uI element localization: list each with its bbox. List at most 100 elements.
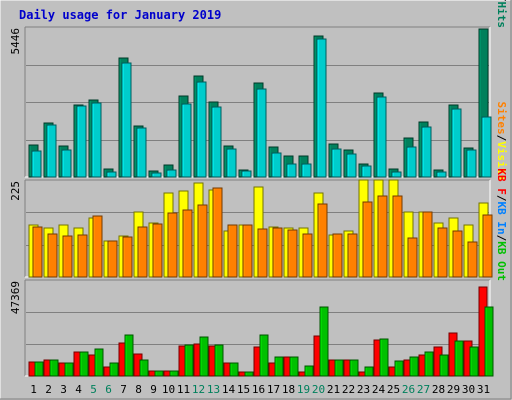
- bar-sites-day-8: [137, 226, 148, 278]
- day-label-24: 24: [372, 383, 386, 396]
- bar-sites-day-20: [317, 203, 328, 278]
- bar-pages-day-1: [31, 150, 42, 178]
- day-label-2: 2: [45, 383, 52, 396]
- bar-sites-day-13: [212, 187, 223, 278]
- bar-pages-day-20: [316, 38, 327, 178]
- bar-kb-out-day-24: [379, 338, 389, 377]
- day-label-1: 1: [30, 383, 37, 396]
- bar-kb-out-day-26: [409, 356, 419, 377]
- bar-pages-day-22: [346, 153, 357, 178]
- bar-kb-out-day-22: [349, 359, 359, 377]
- day-label-8: 8: [135, 383, 142, 396]
- bar-sites-day-21: [332, 233, 343, 278]
- bar-pages-day-3: [61, 149, 72, 178]
- legend-entry: /: [495, 135, 508, 142]
- bar-pages-day-8: [136, 127, 147, 178]
- day-label-21: 21: [327, 383, 340, 396]
- bar-pages-day-4: [76, 105, 87, 178]
- bar-sites-day-19: [302, 233, 313, 278]
- bar-pages-day-2: [46, 124, 57, 178]
- bar-pages-day-24: [376, 96, 387, 178]
- legend-entry: Hits: [495, 2, 508, 29]
- bar-pages-day-26: [406, 146, 417, 178]
- bar-kb-out-day-5: [94, 348, 104, 377]
- bar-kb-out-day-12: [199, 336, 209, 377]
- chart-title: Daily usage for January 2019: [19, 8, 221, 22]
- bar-kb-out-day-20: [319, 306, 329, 377]
- bar-sites-day-23: [362, 201, 373, 278]
- day-label-15: 15: [237, 383, 250, 396]
- day-label-9: 9: [150, 383, 157, 396]
- bar-pages-day-7: [121, 62, 132, 178]
- bar-sites-day-4: [77, 234, 88, 278]
- day-label-26: 26: [402, 383, 415, 396]
- bar-kb-out-day-17: [274, 356, 284, 377]
- bar-pages-day-10: [166, 169, 177, 178]
- y-scale-max-label: 225: [9, 181, 22, 201]
- legend-entry: KB In: [495, 202, 508, 235]
- bar-kb-out-day-21: [334, 359, 344, 377]
- bar-sites-day-29: [452, 230, 463, 278]
- bar-kb-out-day-9: [154, 370, 164, 377]
- day-label-27: 27: [417, 383, 430, 396]
- bar-sites-day-15: [242, 224, 253, 278]
- bar-sites-day-24: [377, 195, 388, 278]
- bar-sites-day-1: [32, 226, 43, 278]
- bar-sites-day-2: [47, 233, 58, 278]
- legend-entry: /: [495, 195, 508, 202]
- bar-kb-out-day-1: [34, 361, 44, 377]
- bar-pages-day-21: [331, 148, 342, 178]
- bar-pages-day-18: [286, 163, 297, 178]
- bar-kb-out-day-16: [259, 334, 269, 377]
- bar-kb-out-day-25: [394, 360, 404, 377]
- legend-entry: KB Out: [495, 241, 508, 281]
- bar-pages-day-30: [466, 149, 477, 178]
- chart-panels: 5446Pages/Files/Hits225Sites/Visits47369…: [9, 0, 508, 377]
- bar-pages-day-19: [301, 163, 312, 178]
- day-label-10: 10: [162, 383, 175, 396]
- day-label-29: 29: [447, 383, 460, 396]
- bar-kb-out-day-11: [184, 344, 194, 377]
- bar-kb-out-day-10: [169, 370, 179, 377]
- legend-entry: Sites: [495, 102, 508, 135]
- bar-sites-day-22: [347, 233, 358, 278]
- bar-pages-day-12: [196, 81, 207, 178]
- bar-sites-day-7: [122, 236, 133, 278]
- day-axis-labels: 1 2 3 4 5 6 7 8 9 10 11 12 13 14 15 16 17 18 19 20 21 22 23 24 2…: [30, 383, 490, 396]
- bar-sites-day-16: [257, 228, 268, 278]
- bar-kb-out-day-28: [439, 354, 449, 377]
- bar-kb-out-day-13: [214, 344, 224, 377]
- bar-kb-out-day-3: [64, 362, 74, 377]
- legend-entry: KB F: [495, 168, 508, 195]
- bar-pages-day-29: [451, 108, 462, 178]
- bar-pages-day-17: [271, 152, 282, 178]
- bar-kb-out-day-8: [139, 359, 149, 377]
- bar-pages-day-23: [361, 165, 372, 178]
- bar-kb-out-day-4: [79, 351, 89, 377]
- day-label-20: 20: [312, 383, 325, 396]
- day-label-6: 6: [105, 383, 112, 396]
- bar-sites-day-25: [392, 195, 403, 278]
- bar-kb-out-day-29: [454, 340, 464, 377]
- bar-pages-day-31: [481, 116, 492, 178]
- day-label-22: 22: [342, 383, 355, 396]
- bar-sites-day-12: [197, 204, 208, 278]
- bar-kb-out-day-30: [469, 346, 479, 377]
- y-scale-max-label: 5446: [9, 28, 22, 55]
- bar-pages-day-11: [181, 103, 192, 178]
- bar-sites-day-14: [227, 224, 238, 278]
- legend-entry: /: [495, 0, 508, 2]
- legend-bottom: KB F/KB In/KB Out: [495, 168, 508, 281]
- day-label-5: 5: [90, 383, 97, 396]
- bar-kb-out-day-23: [364, 366, 374, 377]
- legend-entry: Visits: [495, 141, 508, 181]
- bar-kb-out-day-6: [109, 362, 119, 377]
- day-label-31: 31: [477, 383, 490, 396]
- bar-sites-day-31: [482, 214, 493, 278]
- bar-kb-out-day-15: [244, 371, 254, 377]
- day-label-4: 4: [75, 383, 82, 396]
- bar-kb-out-day-2: [49, 359, 59, 377]
